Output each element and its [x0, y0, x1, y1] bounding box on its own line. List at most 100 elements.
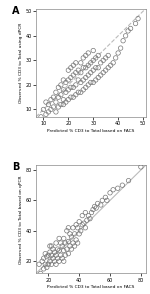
Point — [82, 78, 84, 82]
Point — [72, 63, 75, 68]
Y-axis label: Observed % CD3 to Total using dPCR: Observed % CD3 to Total using dPCR — [19, 23, 23, 103]
Point — [52, 247, 54, 251]
Point — [39, 271, 42, 276]
Point — [44, 251, 46, 256]
Point — [60, 241, 62, 245]
Point — [72, 85, 75, 90]
Point — [76, 241, 79, 245]
Point — [77, 90, 80, 95]
Point — [127, 29, 129, 33]
Point — [47, 253, 50, 258]
Point — [78, 219, 80, 224]
Y-axis label: Observed % CD3 to Total based on qPCR: Observed % CD3 to Total based on qPCR — [19, 175, 23, 264]
Point — [60, 83, 62, 87]
Point — [56, 247, 59, 251]
Point — [67, 239, 70, 244]
Point — [50, 97, 52, 102]
Point — [69, 231, 71, 236]
Point — [85, 65, 87, 70]
Point — [107, 65, 109, 70]
Point — [58, 236, 60, 241]
Point — [67, 225, 70, 230]
Point — [38, 262, 40, 267]
Point — [49, 250, 51, 255]
Point — [55, 110, 57, 114]
Point — [75, 238, 77, 242]
Point — [62, 78, 65, 82]
Point — [92, 48, 94, 53]
Point — [58, 248, 60, 253]
Point — [60, 253, 62, 258]
Point — [65, 100, 67, 104]
Point — [105, 56, 107, 60]
Point — [61, 244, 63, 248]
Point — [47, 102, 50, 107]
Point — [50, 244, 53, 248]
Point — [137, 16, 139, 21]
Point — [55, 100, 57, 104]
Point — [75, 61, 77, 65]
Point — [81, 222, 83, 227]
Point — [73, 231, 76, 236]
Point — [90, 70, 92, 75]
Point — [94, 65, 97, 70]
Point — [94, 56, 97, 60]
Point — [42, 266, 45, 271]
Point — [95, 206, 97, 211]
Point — [42, 107, 45, 112]
Point — [84, 210, 87, 215]
Point — [97, 75, 99, 80]
Point — [87, 73, 89, 77]
Point — [50, 107, 52, 112]
Point — [80, 61, 82, 65]
Point — [52, 105, 55, 109]
Point — [63, 236, 65, 241]
Point — [117, 51, 119, 55]
Point — [63, 248, 65, 253]
Point — [114, 56, 117, 60]
Point — [75, 70, 77, 75]
Point — [97, 65, 99, 70]
X-axis label: Predicted % CD3 to Total based on FACS: Predicted % CD3 to Total based on FACS — [47, 129, 134, 133]
Point — [77, 68, 80, 73]
Point — [93, 204, 96, 209]
Point — [83, 221, 85, 225]
Point — [64, 241, 66, 245]
Point — [60, 92, 62, 97]
Point — [80, 90, 82, 95]
Point — [85, 85, 87, 90]
Point — [94, 78, 97, 82]
Point — [90, 61, 92, 65]
Point — [66, 247, 68, 251]
Point — [61, 256, 63, 260]
Point — [110, 63, 112, 68]
Point — [140, 165, 142, 169]
Point — [63, 259, 65, 264]
Point — [69, 244, 71, 248]
Point — [82, 56, 84, 60]
Point — [67, 78, 70, 82]
Point — [87, 213, 90, 218]
Point — [40, 114, 42, 119]
Point — [55, 241, 57, 245]
Point — [72, 73, 75, 77]
Point — [72, 95, 75, 100]
Point — [82, 65, 84, 70]
Point — [86, 218, 88, 223]
Point — [92, 68, 94, 73]
Point — [75, 83, 77, 87]
Point — [104, 195, 107, 200]
Point — [82, 88, 84, 92]
Point — [55, 90, 57, 95]
Point — [70, 85, 72, 90]
Point — [90, 80, 92, 85]
Point — [56, 256, 59, 260]
Point — [62, 97, 65, 102]
Point — [80, 70, 82, 75]
Point — [57, 85, 60, 90]
Point — [80, 228, 82, 233]
Point — [49, 259, 51, 264]
Text: B: B — [12, 162, 19, 172]
Point — [62, 88, 65, 92]
Point — [60, 102, 62, 107]
